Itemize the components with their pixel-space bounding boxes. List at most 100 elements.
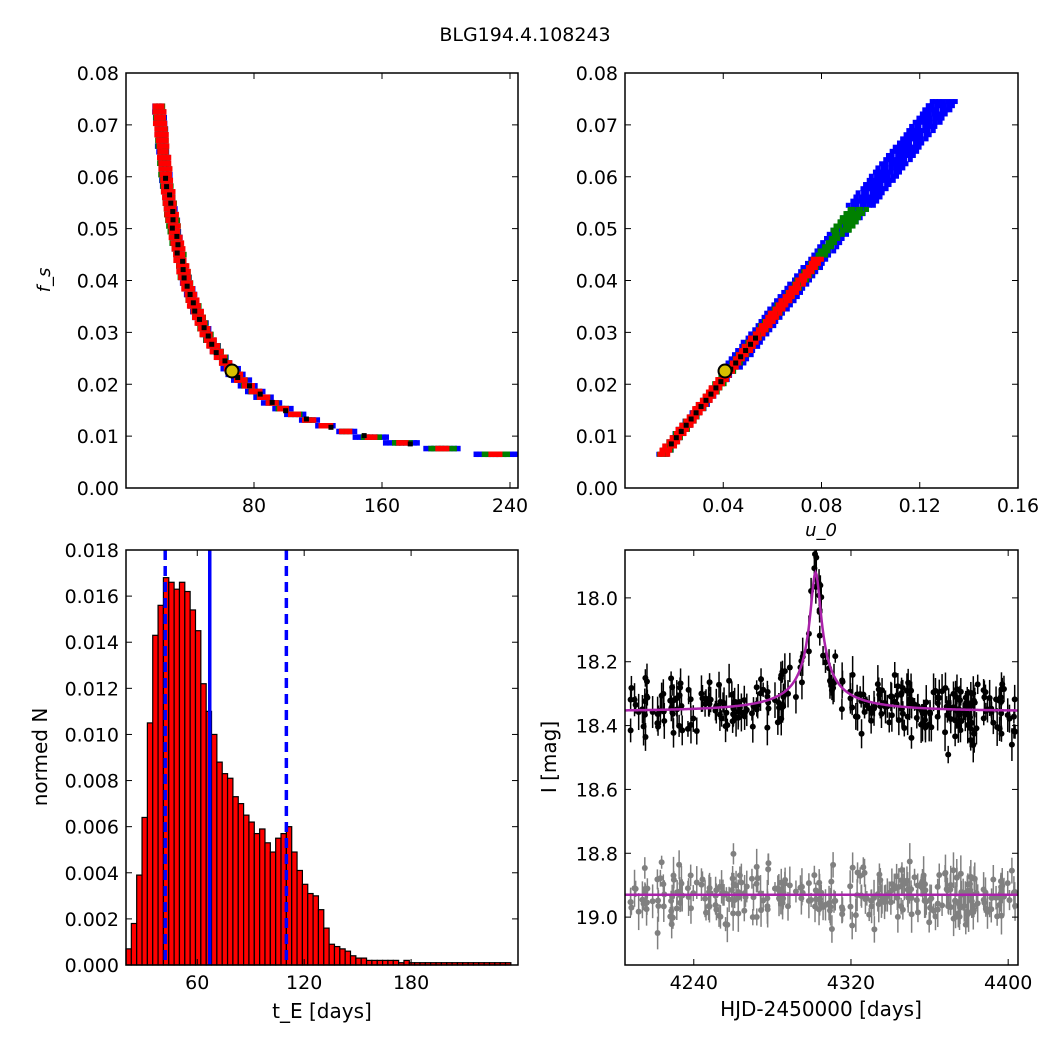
histogram-bar (275, 837, 282, 966)
sigma1-cell (772, 306, 778, 312)
histogram-bar (216, 761, 223, 966)
sigma3-cell (930, 128, 936, 134)
best-fit-cell (257, 391, 263, 397)
sigma1-cell (758, 323, 764, 329)
sigma1-cell (173, 211, 179, 218)
data-point (668, 675, 675, 682)
sigma1-cell (697, 410, 703, 416)
sigma3-cell (918, 132, 924, 138)
sigma1-cell (688, 422, 694, 428)
data-point (748, 710, 755, 717)
data-point (690, 715, 697, 722)
sigma3-cell (929, 103, 935, 109)
sigma1-cell (249, 383, 255, 389)
data-point (899, 684, 906, 691)
sigma2-cell (837, 223, 843, 229)
sigma1-cell (669, 435, 675, 441)
best-fit-cell (197, 316, 203, 322)
sigma1-cell (796, 285, 802, 291)
sigma3-cell (230, 377, 237, 383)
sigma3-cell (767, 327, 773, 333)
residual-point (849, 864, 856, 871)
data-point (871, 705, 878, 712)
residual-point (785, 903, 792, 910)
data-point (679, 727, 686, 734)
sigma3-cell (276, 400, 283, 406)
best-fit-cell (753, 335, 759, 341)
sigma2-cell (826, 244, 832, 250)
residual-point (894, 913, 901, 920)
sigma2-cell (829, 240, 835, 246)
residual-point (654, 930, 661, 937)
sigma1-cell (175, 223, 181, 229)
sigma1-cell (800, 281, 806, 287)
sigma1-cell (672, 443, 678, 449)
histogram-bar (296, 869, 303, 966)
residual-point (748, 875, 755, 882)
residual-point (857, 872, 864, 879)
sigma3-cell (508, 451, 515, 458)
u0-fs-ytick-label: 0.02 (576, 374, 618, 396)
tE-fs-ytick-label: 0.00 (77, 478, 119, 500)
sigma3-cell (889, 152, 895, 158)
sigma2-cell (844, 215, 850, 221)
sigma1-cell (738, 348, 744, 354)
sigma3-cell (878, 173, 884, 179)
histogram-xlabel: t_E [days] (272, 999, 372, 1023)
data-point (913, 714, 920, 721)
sigma1-cell (763, 323, 769, 329)
sigma1-cell (161, 183, 167, 189)
sigma1-cell (673, 431, 679, 437)
sigma3-cell (869, 198, 875, 204)
residual-point (706, 884, 713, 891)
sigma3-cell (288, 405, 294, 412)
sigma3-cell (867, 182, 873, 188)
data-point (627, 727, 634, 734)
residual-point (798, 883, 805, 890)
data-point (774, 719, 781, 726)
sigma2-cell (815, 252, 821, 258)
sigma2-cell (848, 215, 854, 221)
best-fit-cell (235, 375, 241, 381)
sigma1-cell (178, 274, 184, 281)
data-point (1011, 696, 1018, 703)
sigma3-cell (893, 169, 899, 175)
sigma3-cell (925, 123, 931, 129)
residual-point (868, 897, 875, 904)
residual-point (974, 900, 981, 907)
sigma3-cell (932, 119, 938, 125)
sigma3-cell (898, 157, 904, 163)
sigma3-cell (922, 123, 928, 129)
residual-point (906, 858, 913, 865)
sigma3-cell (897, 144, 903, 150)
sigma1-cell (702, 393, 708, 399)
sigma1-cell (169, 194, 176, 201)
sigma3-cell (872, 169, 878, 175)
sigma3-cell (888, 169, 894, 175)
residual-point (660, 903, 667, 910)
sigma1-cell (753, 339, 759, 345)
best-fit-cell (192, 308, 198, 314)
residual-point (764, 906, 771, 913)
sigma1-cell (779, 302, 785, 308)
residual-point (631, 885, 638, 892)
sigma1-cell (198, 308, 204, 315)
residual-point (730, 910, 737, 917)
sigma3-cell (879, 190, 885, 196)
sigma1-cell (168, 206, 174, 212)
residual-point (953, 874, 960, 881)
sigma3-cell (945, 99, 951, 105)
sigma1-cell (209, 348, 216, 355)
sigma2-cell (822, 244, 828, 250)
sigma3-cell (740, 339, 746, 345)
best-fit-cell (201, 325, 207, 331)
residual-point (950, 867, 957, 874)
sigma1-cell (166, 171, 172, 178)
residual-point (705, 903, 712, 910)
sigma1-cell (159, 103, 165, 109)
sigma3-cell (934, 111, 940, 117)
residual-point (911, 874, 918, 881)
histogram-bar (269, 851, 277, 966)
sigma3-cell (943, 107, 949, 113)
